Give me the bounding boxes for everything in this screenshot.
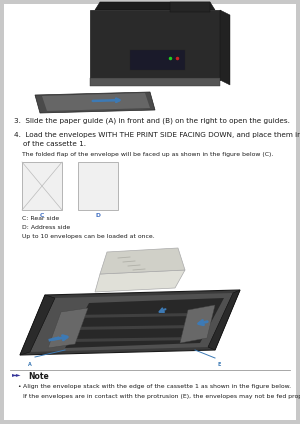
- Polygon shape: [35, 92, 155, 113]
- Polygon shape: [42, 93, 150, 111]
- Text: C: C: [40, 213, 44, 218]
- Text: E: E: [217, 362, 221, 367]
- Polygon shape: [100, 248, 185, 274]
- Bar: [90, 78, 220, 86]
- Bar: [78, 162, 118, 210]
- Text: The folded flap of the envelope will be faced up as shown in the figure below (C: The folded flap of the envelope will be …: [22, 152, 273, 157]
- Text: If the envelopes are in contact with the protrusion (E), the envelopes may not b: If the envelopes are in contact with the…: [23, 394, 300, 399]
- Text: ►►: ►►: [12, 372, 22, 377]
- Polygon shape: [30, 293, 233, 352]
- Text: 3.  Slide the paper guide (A) in front and (B) on the right to open the guides.: 3. Slide the paper guide (A) in front an…: [14, 118, 290, 125]
- Polygon shape: [70, 325, 196, 330]
- Text: A: A: [28, 362, 32, 367]
- Text: of the cassette 1.: of the cassette 1.: [14, 141, 86, 147]
- Polygon shape: [180, 305, 215, 343]
- Polygon shape: [95, 270, 185, 292]
- Polygon shape: [20, 290, 240, 355]
- Text: D: D: [96, 213, 100, 218]
- Text: 4.  Load the envelopes WITH THE PRINT SIDE FACING DOWN, and place them in the ce: 4. Load the envelopes WITH THE PRINT SID…: [14, 132, 300, 138]
- Text: Up to 10 envelopes can be loaded at once.: Up to 10 envelopes can be loaded at once…: [22, 234, 155, 239]
- Text: Align the envelope stack with the edge of the cassette 1 as shown in the figure : Align the envelope stack with the edge o…: [23, 384, 291, 389]
- Text: D: Address side: D: Address side: [22, 225, 70, 230]
- Polygon shape: [208, 290, 240, 350]
- Bar: [90, 10, 220, 80]
- Polygon shape: [48, 308, 88, 348]
- Polygon shape: [20, 295, 55, 355]
- Polygon shape: [95, 2, 215, 10]
- Polygon shape: [70, 337, 196, 342]
- Polygon shape: [220, 10, 230, 85]
- Bar: [22, 162, 62, 210]
- Polygon shape: [65, 298, 224, 348]
- Polygon shape: [70, 313, 196, 318]
- Bar: [130, 50, 185, 70]
- Text: C: Rear side: C: Rear side: [22, 216, 59, 221]
- Bar: [170, 2, 210, 12]
- Text: •: •: [17, 384, 20, 389]
- Text: Note: Note: [28, 372, 49, 381]
